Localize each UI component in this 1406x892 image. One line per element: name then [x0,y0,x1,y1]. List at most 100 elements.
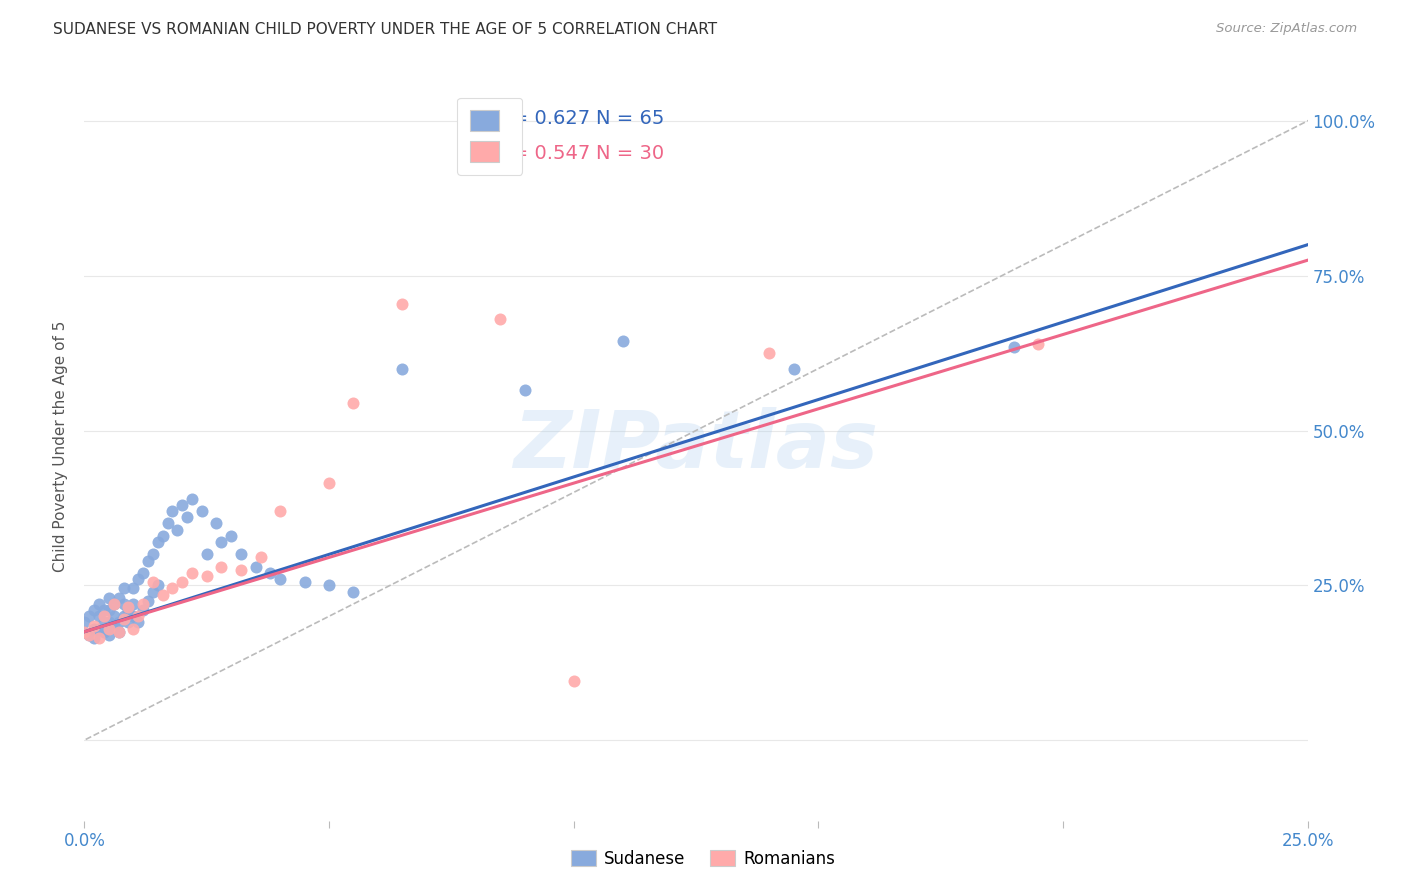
Point [132,603,155,617]
Point [342,584,364,599]
Point [391,361,413,376]
Point [166,523,188,537]
Point [259,566,281,580]
Point [181,491,204,506]
Point [156,516,179,531]
Point [112,612,135,626]
Point [294,575,316,590]
Point [152,529,174,543]
Point [77,628,100,642]
Point [103,597,125,611]
Point [107,624,129,639]
Text: N = 30: N = 30 [596,145,664,163]
Point [97,591,120,605]
Point [112,582,135,596]
Point [97,615,120,630]
Point [97,603,120,617]
Point [229,563,252,577]
Point [562,674,585,689]
Point [172,575,194,590]
Point [229,547,252,561]
Point [191,504,214,518]
Point [132,597,155,611]
Text: R = 0.547: R = 0.547 [492,145,591,163]
Legend: Sudanese, Romanians: Sudanese, Romanians [564,844,842,875]
Point [245,559,267,574]
Point [209,559,232,574]
Point [83,622,105,636]
Legend: , : , [457,97,523,175]
Point [205,516,228,531]
Point [269,572,291,586]
Point [342,395,364,409]
Point [73,624,96,639]
Point [219,529,242,543]
Y-axis label: Child Poverty Under the Age of 5: Child Poverty Under the Age of 5 [53,320,69,572]
Point [97,628,120,642]
Point [249,550,271,565]
Point [93,603,115,617]
Point [73,615,96,630]
Point [122,597,145,611]
Point [93,609,115,624]
Point [146,578,169,592]
Point [391,296,413,310]
Point [783,361,806,376]
Point [122,609,145,624]
Point [209,535,232,549]
Point [172,498,194,512]
Point [107,615,129,630]
Point [127,609,149,624]
Point [93,624,115,639]
Point [1002,340,1025,354]
Point [142,575,165,590]
Point [122,622,145,636]
Point [83,603,105,617]
Point [107,591,129,605]
Point [142,547,165,561]
Point [93,615,115,630]
Point [112,609,135,624]
Point [77,628,100,642]
Point [489,312,512,326]
Point [77,609,100,624]
Point [132,566,155,580]
Point [87,609,110,624]
Point [513,384,536,398]
Text: ZIPatlas: ZIPatlas [513,407,879,485]
Point [195,547,218,561]
Text: R = 0.627: R = 0.627 [492,109,591,128]
Point [152,588,174,602]
Point [136,553,159,567]
Point [127,572,149,586]
Point [103,618,125,632]
Point [103,609,125,624]
Point [269,504,291,518]
Point [176,510,198,524]
Point [87,622,110,636]
Point [136,594,159,608]
Point [146,535,169,549]
Point [83,618,105,632]
Point [142,584,165,599]
Point [127,615,149,630]
Point [162,504,184,518]
Point [73,624,96,639]
Point [107,624,129,639]
Point [758,346,780,360]
Point [97,622,120,636]
Point [87,631,110,645]
Text: N = 65: N = 65 [596,109,664,128]
Point [612,334,634,348]
Point [117,599,139,614]
Point [318,578,340,592]
Point [117,603,139,617]
Point [181,566,204,580]
Point [195,569,218,583]
Point [112,597,135,611]
Point [162,582,184,596]
Point [87,597,110,611]
Point [117,615,139,630]
Point [103,597,125,611]
Point [1028,336,1050,351]
